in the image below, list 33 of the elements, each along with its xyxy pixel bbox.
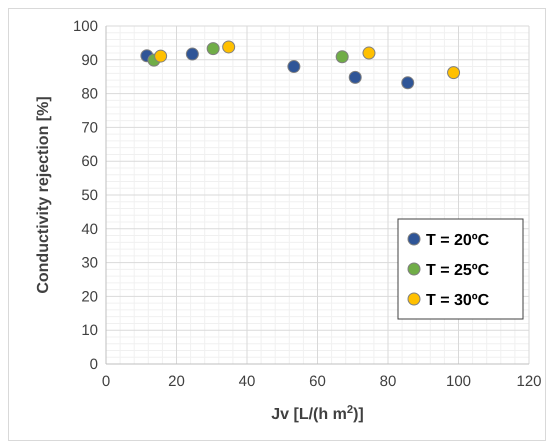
x-tick-label: 0 bbox=[102, 373, 110, 390]
y-tick-label: 90 bbox=[81, 52, 98, 69]
x-axis-title: Jv [L/(h m$^{2}$)] bbox=[271, 404, 364, 423]
x-tick-label: 20 bbox=[168, 373, 185, 390]
y-tick-label: 100 bbox=[72, 18, 98, 35]
y-tick-label: 30 bbox=[81, 254, 98, 272]
y-tick-label: 0 bbox=[90, 356, 98, 373]
y-tick-label: 80 bbox=[81, 86, 98, 103]
point bbox=[401, 76, 414, 90]
x-tick-label: 40 bbox=[238, 373, 256, 390]
point bbox=[222, 40, 236, 54]
x-tick-label: 80 bbox=[380, 373, 396, 390]
y-axis-title: Conductivity rejection [%] bbox=[35, 96, 52, 294]
y-tick-label: 60 bbox=[81, 153, 98, 170]
point bbox=[447, 66, 460, 80]
legend-label: T = 25ºC bbox=[426, 262, 490, 279]
y-tick-label: 10 bbox=[81, 322, 98, 340]
point bbox=[348, 70, 362, 84]
y-tick-label: 70 bbox=[81, 119, 98, 136]
legend-label: T = 30ºC bbox=[426, 292, 490, 309]
y-tick-label: 50 bbox=[81, 187, 98, 204]
y-tick-label: 20 bbox=[81, 288, 98, 306]
point bbox=[287, 60, 300, 74]
point bbox=[206, 42, 220, 56]
point bbox=[336, 50, 349, 64]
legend-label: T = 20ºC bbox=[426, 232, 490, 249]
x-tick-label: 120 bbox=[516, 373, 542, 390]
x-tick-label: 60 bbox=[309, 373, 326, 390]
y-tick-label: 40 bbox=[81, 220, 98, 238]
x-tick-label: 100 bbox=[446, 373, 472, 390]
point bbox=[154, 50, 168, 63]
point bbox=[362, 46, 376, 60]
point bbox=[186, 48, 199, 61]
